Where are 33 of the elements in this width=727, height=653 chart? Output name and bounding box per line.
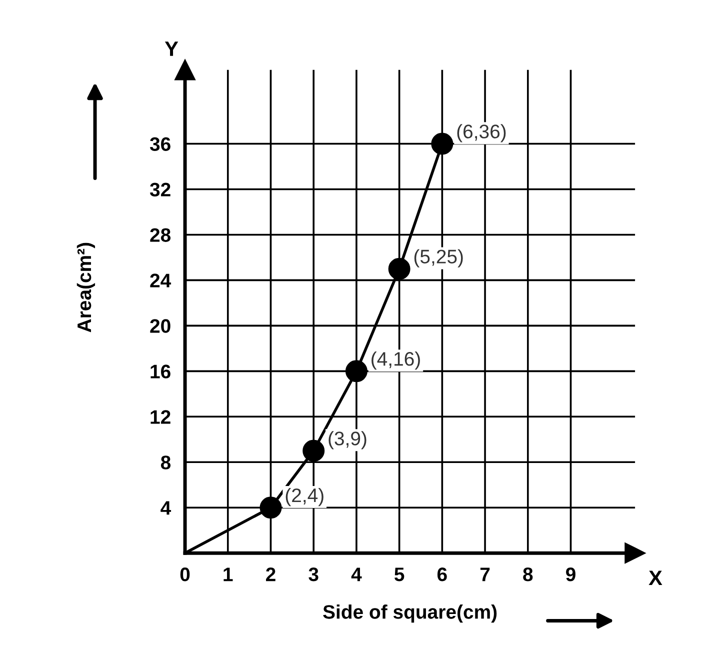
x-tick-label: 2 — [266, 567, 276, 582]
annotation: (4,16) — [372, 352, 420, 370]
text: X — [648, 570, 662, 586]
x-tick-label: 5 — [394, 568, 404, 582]
point — [388, 258, 410, 280]
y-tick-label: 28 — [150, 228, 171, 242]
y-tick-label: 8 — [160, 456, 171, 470]
y-tick-label: 12 — [150, 410, 170, 424]
x-axis-title: Side of square(cm) — [323, 604, 497, 623]
y-tick-label: 32 — [150, 182, 170, 197]
y-tick-label: 4 — [160, 501, 172, 515]
annotation: (5,25) — [414, 249, 463, 268]
x-tick-label: 4 — [351, 568, 362, 582]
y-tick-label: 16 — [150, 364, 170, 378]
y-tick-label: 24 — [150, 274, 172, 288]
point — [260, 496, 282, 519]
x-tick-label: 9 — [566, 567, 576, 582]
point — [345, 360, 368, 382]
text: Y — [164, 42, 178, 56]
y-tick-label: 20 — [150, 319, 170, 333]
y-tick-label: 36 — [150, 137, 170, 152]
x-tick-label: 8 — [523, 567, 533, 582]
annotation: (3,9) — [328, 431, 366, 450]
y-axis-title: Area(cm²) — [76, 242, 96, 332]
x-tick-label: 3 — [308, 567, 318, 582]
x-tick-label: 0 — [180, 567, 190, 582]
x-tick-label: 6 — [437, 567, 447, 582]
point — [431, 132, 454, 155]
x-tick-label: 7 — [480, 568, 490, 582]
point — [302, 440, 325, 462]
annotation: (6,36) — [457, 124, 506, 142]
x-tick-label: 1 — [224, 568, 233, 582]
annotation: (2,4) — [286, 488, 324, 506]
